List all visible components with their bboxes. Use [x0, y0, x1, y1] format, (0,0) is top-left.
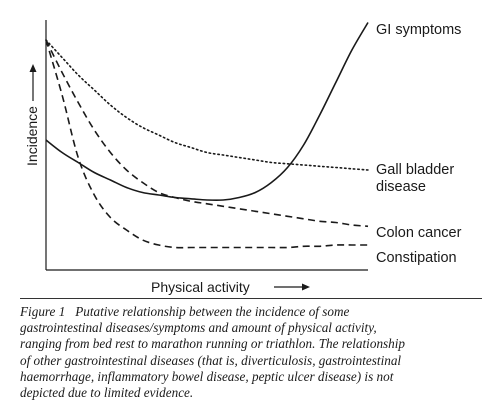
- caption-prefix: Figure 1: [20, 304, 66, 319]
- series-line-gi-symptoms: [45, 22, 369, 202]
- caption-text-1: Putative relationship between the incide…: [75, 304, 350, 319]
- label-gall-bladder-line2: disease: [376, 179, 426, 195]
- y-axis-title-group: Incidence: [24, 64, 40, 166]
- caption-line-4: of other gastrointestinal diseases (that…: [20, 352, 402, 368]
- caption-rule: [20, 298, 482, 299]
- series-line-colon-cancer: [45, 39, 369, 228]
- axes: [45, 20, 368, 271]
- caption-line-5: haemorrhage, inflammatory bowel disease,…: [20, 368, 394, 384]
- x-axis-arrowhead: [302, 283, 310, 291]
- caption-line-2: gastrointestinal diseases/symptoms and a…: [20, 320, 377, 336]
- label-constipation: Constipation: [376, 250, 457, 266]
- label-gi-symptoms: GI symptoms: [376, 22, 461, 38]
- caption-line-1: Figure 1 Putative relationship between t…: [20, 304, 490, 320]
- series-line-gall-bladder-disease: [45, 39, 369, 171]
- figure-caption: Figure 1 Putative relationship between t…: [20, 304, 490, 401]
- line-chart: Incidence Physical activity GI symptoms …: [24, 20, 462, 295]
- curves: [45, 22, 369, 249]
- x-axis-title: Physical activity: [151, 279, 250, 295]
- y-axis-arrowhead: [29, 64, 37, 72]
- caption-line-3: ranging from bed rest to marathon runnin…: [20, 336, 406, 352]
- curve-labels: GI symptoms Gall bladder disease Colon c…: [376, 22, 462, 266]
- caption-line-6: depicted due to limited evidence.: [20, 385, 194, 401]
- series-line-constipation: [45, 39, 368, 249]
- label-gall-bladder-line1: Gall bladder: [376, 162, 454, 178]
- y-axis-title: Incidence: [24, 106, 40, 166]
- x-axis-title-group: Physical activity: [151, 279, 310, 295]
- label-colon-cancer: Colon cancer: [376, 225, 462, 241]
